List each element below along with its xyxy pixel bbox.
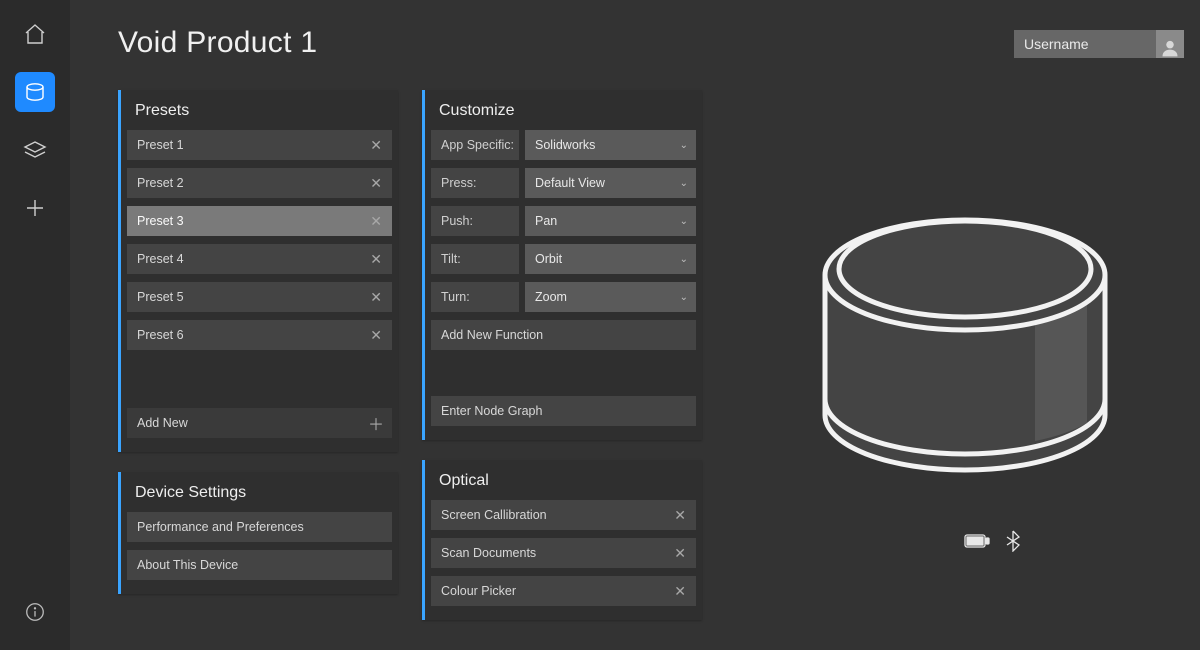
add-preset-label: Add New [137, 416, 188, 430]
close-icon[interactable]: ✕ [672, 546, 688, 560]
preset-label: Preset 1 [137, 138, 184, 152]
nav-rail [0, 0, 70, 650]
preset-row[interactable]: Preset 6 ✕ [127, 320, 392, 350]
avatar [1156, 30, 1184, 58]
nav-info[interactable] [15, 592, 55, 632]
add-function-button[interactable]: Add New Function [431, 320, 696, 350]
close-icon[interactable]: ✕ [672, 584, 688, 598]
customize-select[interactable]: Solidworks ⌄ [525, 130, 696, 160]
customize-row-label: Turn: [431, 282, 519, 312]
user-chip[interactable]: Username [1014, 30, 1184, 58]
chevron-down-icon: ⌄ [680, 178, 688, 189]
device-settings-row[interactable]: About This Device [127, 550, 392, 580]
nav-layers[interactable] [15, 130, 55, 170]
preset-row[interactable]: Preset 4 ✕ [127, 244, 392, 274]
preset-label: Preset 4 [137, 252, 184, 266]
preset-row[interactable]: Preset 2 ✕ [127, 168, 392, 198]
device-settings-label: About This Device [137, 558, 238, 572]
customize-value: Pan [535, 214, 557, 228]
chevron-down-icon: ⌄ [680, 140, 688, 151]
customize-value: Solidworks [535, 138, 595, 152]
close-icon[interactable]: ✕ [368, 138, 384, 152]
customize-row: App Specific: Solidworks ⌄ [431, 130, 696, 160]
preset-row[interactable]: Preset 3 ✕ [127, 206, 392, 236]
customize-row-label: Press: [431, 168, 519, 198]
close-icon[interactable]: ✕ [672, 508, 688, 522]
preset-row[interactable]: Preset 5 ✕ [127, 282, 392, 312]
device-settings-title: Device Settings [121, 472, 398, 512]
home-icon [23, 22, 47, 46]
bluetooth-icon [1006, 530, 1020, 552]
optical-panel: Optical Screen Callibration ✕ Scan Docum… [422, 460, 702, 620]
add-preset-button[interactable]: Add New ＋ [127, 408, 392, 438]
info-icon [24, 601, 46, 623]
customize-value: Orbit [535, 252, 562, 266]
preset-label: Preset 2 [137, 176, 184, 190]
plus-icon: ＋ [368, 411, 384, 435]
username-label: Username [1014, 36, 1156, 52]
customize-row-label: Tilt: [431, 244, 519, 274]
optical-title: Optical [425, 460, 702, 500]
close-icon[interactable]: ✕ [368, 214, 384, 228]
left-column: Presets Preset 1 ✕ Preset 2 ✕ Preset 3 ✕… [118, 90, 398, 614]
device-icon [23, 80, 47, 104]
optical-row[interactable]: Scan Documents ✕ [431, 538, 696, 568]
customize-value: Default View [535, 176, 605, 190]
battery-icon [964, 533, 990, 549]
customize-value: Zoom [535, 290, 567, 304]
optical-label: Scan Documents [441, 546, 536, 560]
customize-row: Tilt: Orbit ⌄ [431, 244, 696, 274]
customize-row-label: Push: [431, 206, 519, 236]
optical-row[interactable]: Screen Callibration ✕ [431, 500, 696, 530]
customize-row: Turn: Zoom ⌄ [431, 282, 696, 312]
customize-row-label: App Specific: [431, 130, 519, 160]
preset-label: Preset 5 [137, 290, 184, 304]
device-settings-label: Performance and Preferences [137, 520, 304, 534]
chevron-down-icon: ⌄ [680, 216, 688, 227]
nav-add[interactable] [15, 188, 55, 228]
customize-select[interactable]: Zoom ⌄ [525, 282, 696, 312]
customize-select[interactable]: Default View ⌄ [525, 168, 696, 198]
preset-row[interactable]: Preset 1 ✕ [127, 130, 392, 160]
customize-select[interactable]: Orbit ⌄ [525, 244, 696, 274]
nav-home[interactable] [15, 14, 55, 54]
close-icon[interactable]: ✕ [368, 176, 384, 190]
close-icon[interactable]: ✕ [368, 252, 384, 266]
presets-title: Presets [121, 90, 398, 130]
layers-icon [23, 138, 47, 162]
optical-label: Colour Picker [441, 584, 516, 598]
preset-label: Preset 3 [137, 214, 184, 228]
close-icon[interactable]: ✕ [368, 328, 384, 342]
enter-node-graph-button[interactable]: Enter Node Graph [431, 396, 696, 426]
enter-node-graph-label: Enter Node Graph [441, 404, 542, 418]
presets-panel: Presets Preset 1 ✕ Preset 2 ✕ Preset 3 ✕… [118, 90, 398, 452]
add-function-label: Add New Function [441, 328, 543, 342]
page-title: Void Product 1 [118, 26, 317, 60]
device-settings-row[interactable]: Performance and Preferences [127, 512, 392, 542]
device-illustration [785, 145, 1145, 505]
customize-select[interactable]: Pan ⌄ [525, 206, 696, 236]
chevron-down-icon: ⌄ [680, 254, 688, 265]
customize-panel: Customize App Specific: Solidworks ⌄ Pre… [422, 90, 702, 440]
chevron-down-icon: ⌄ [680, 292, 688, 303]
optical-label: Screen Callibration [441, 508, 547, 522]
plus-icon [23, 196, 47, 220]
nav-device[interactable] [15, 72, 55, 112]
device-settings-panel: Device Settings Performance and Preferen… [118, 472, 398, 594]
close-icon[interactable]: ✕ [368, 290, 384, 304]
optical-row[interactable]: Colour Picker ✕ [431, 576, 696, 606]
right-column: Customize App Specific: Solidworks ⌄ Pre… [422, 90, 702, 640]
customize-title: Customize [425, 90, 702, 130]
customize-row: Press: Default View ⌄ [431, 168, 696, 198]
status-icons [964, 530, 1020, 552]
preset-label: Preset 6 [137, 328, 184, 342]
user-icon [1160, 38, 1180, 58]
customize-row: Push: Pan ⌄ [431, 206, 696, 236]
